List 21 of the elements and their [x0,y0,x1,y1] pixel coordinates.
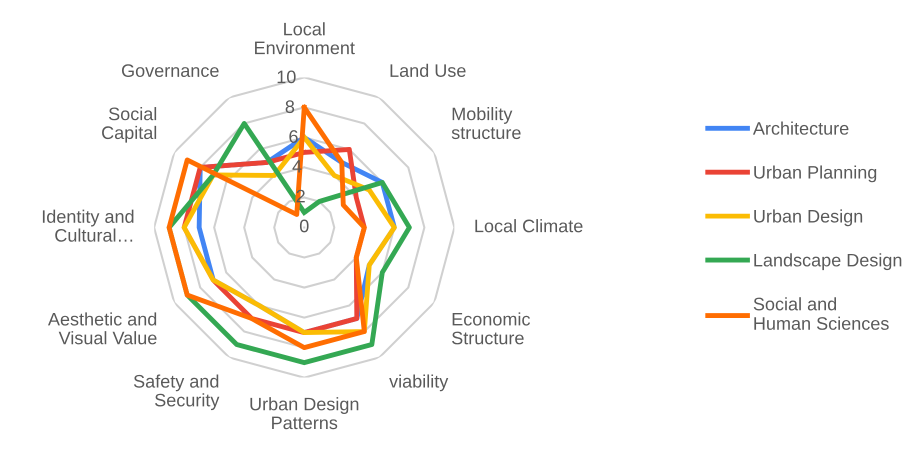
spoke-label: Local Climate [475,219,583,232]
spoke-label: viability [389,374,448,392]
y-tick-label: 10 [278,70,296,84]
spoke-label: Land Use [390,64,466,77]
spoke-label: Urban Design Patterns [250,397,358,430]
y-tick-label: 0 [300,220,309,232]
spoke-label: Local Environment [255,22,355,54]
legend-label: Urban Design [754,209,862,226]
spoke-label: Social Capital [102,107,156,143]
legend-label: Landscape Design [754,253,902,270]
legend-label: Architecture [752,122,848,135]
spoke-label: Safety and Security [134,374,220,410]
y-tick-label: 6 [289,130,298,143]
legend-label: Social and Human Sciences [754,297,889,330]
spoke-label: Aesthetic and Visual Value [48,312,157,344]
spoke-label: Governance [122,64,219,77]
spoke-label: Mobility structure [452,107,521,140]
spoke-label: Economic Structure [452,312,530,344]
spoke-label: Identity and Cultural… [42,210,134,242]
y-tick-label: 8 [286,100,294,114]
legend-label: Urban Planning [754,165,876,182]
